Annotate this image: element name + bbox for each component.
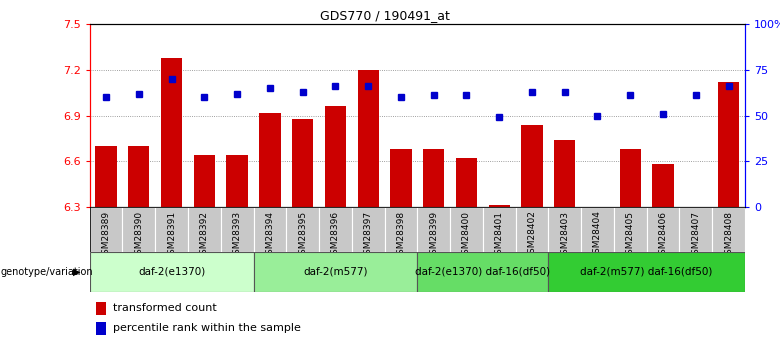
Text: GSM28398: GSM28398 <box>396 210 406 260</box>
Text: GSM28402: GSM28402 <box>527 210 537 259</box>
Bar <box>254 207 286 252</box>
Bar <box>548 207 581 252</box>
Bar <box>712 207 745 252</box>
Bar <box>90 207 122 252</box>
Bar <box>652 164 674 207</box>
Text: GSM28400: GSM28400 <box>462 210 471 259</box>
Bar <box>96 302 106 315</box>
Text: transformed count: transformed count <box>112 303 216 313</box>
Bar <box>718 82 739 207</box>
Bar <box>193 155 215 207</box>
Text: GSM28408: GSM28408 <box>724 210 733 259</box>
Bar <box>292 119 314 207</box>
Bar <box>516 207 548 252</box>
Bar <box>357 70 379 207</box>
Bar <box>254 252 417 292</box>
Text: GSM28394: GSM28394 <box>265 210 275 259</box>
Text: GSM28395: GSM28395 <box>298 210 307 260</box>
Bar <box>226 155 248 207</box>
Bar <box>286 207 319 252</box>
Bar <box>155 207 188 252</box>
Text: daf-2(m577) daf-16(df50): daf-2(m577) daf-16(df50) <box>580 267 713 277</box>
Title: GDS770 / 190491_at: GDS770 / 190491_at <box>320 9 449 22</box>
Bar <box>647 207 679 252</box>
Text: GSM28405: GSM28405 <box>626 210 635 259</box>
Bar <box>221 207 254 252</box>
Text: GSM28401: GSM28401 <box>495 210 504 259</box>
Bar <box>417 207 450 252</box>
Text: GSM28403: GSM28403 <box>560 210 569 259</box>
Text: genotype/variation: genotype/variation <box>1 267 94 277</box>
Bar <box>259 112 281 207</box>
Bar <box>456 158 477 207</box>
Text: GSM28406: GSM28406 <box>658 210 668 259</box>
Bar <box>390 149 412 207</box>
Bar <box>488 206 510 207</box>
Text: daf-2(e1370): daf-2(e1370) <box>138 267 205 277</box>
Text: GSM28390: GSM28390 <box>134 210 144 260</box>
Bar <box>95 146 117 207</box>
Bar <box>483 207 516 252</box>
Text: GSM28389: GSM28389 <box>101 210 111 260</box>
Bar <box>385 207 417 252</box>
Bar <box>122 207 155 252</box>
Text: ▶: ▶ <box>73 267 80 277</box>
Bar <box>188 207 221 252</box>
Text: GSM28397: GSM28397 <box>363 210 373 260</box>
Bar <box>319 207 352 252</box>
Bar <box>548 252 745 292</box>
Bar <box>450 207 483 252</box>
Bar <box>90 252 254 292</box>
Text: GSM28407: GSM28407 <box>691 210 700 259</box>
Bar <box>423 149 445 207</box>
Text: daf-2(e1370) daf-16(df50): daf-2(e1370) daf-16(df50) <box>415 267 551 277</box>
Text: GSM28392: GSM28392 <box>200 210 209 259</box>
Bar <box>417 252 548 292</box>
Bar <box>324 106 346 207</box>
Bar <box>587 207 608 326</box>
Text: GSM28399: GSM28399 <box>429 210 438 260</box>
Bar <box>554 140 576 207</box>
Text: GSM28404: GSM28404 <box>593 210 602 259</box>
Bar <box>521 125 543 207</box>
Bar <box>614 207 647 252</box>
Bar <box>96 322 106 335</box>
Bar <box>352 207 385 252</box>
Bar <box>685 207 707 273</box>
Bar <box>128 146 150 207</box>
Text: GSM28391: GSM28391 <box>167 210 176 260</box>
Bar <box>679 207 712 252</box>
Bar <box>581 207 614 252</box>
Text: GSM28393: GSM28393 <box>232 210 242 260</box>
Bar <box>161 58 183 207</box>
Bar <box>619 149 641 207</box>
Text: percentile rank within the sample: percentile rank within the sample <box>112 323 300 333</box>
Text: GSM28396: GSM28396 <box>331 210 340 260</box>
Text: daf-2(m577): daf-2(m577) <box>303 267 367 277</box>
